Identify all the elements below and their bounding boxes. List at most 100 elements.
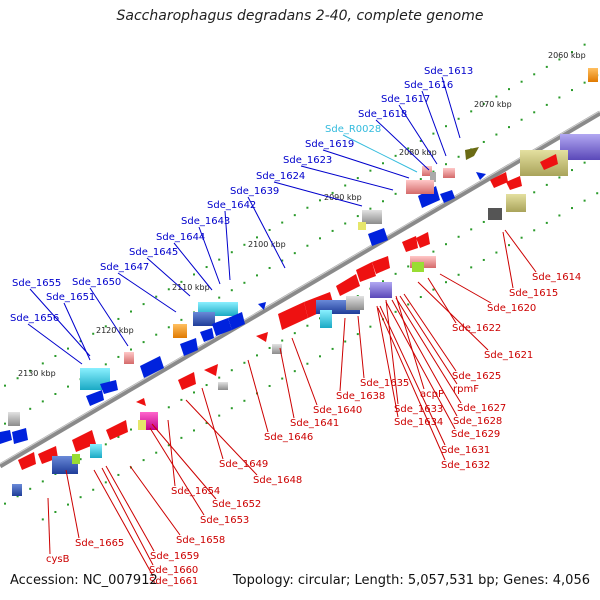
gene-arrow[interactable] bbox=[402, 236, 418, 252]
gene-label-sde_1617[interactable]: Sde_1617 bbox=[381, 94, 430, 105]
gene-arrow[interactable] bbox=[200, 328, 214, 342]
gene-label-sde_1647[interactable]: Sde_1647 bbox=[100, 262, 149, 273]
gene-arrow[interactable] bbox=[228, 312, 245, 330]
gene-feature[interactable] bbox=[8, 412, 20, 426]
gene-label-sde_1615[interactable]: Sde_1615 bbox=[509, 288, 558, 299]
gene-label-sde_1640[interactable]: Sde_1640 bbox=[313, 405, 362, 416]
gene-label-sde_1648[interactable]: Sde_1648 bbox=[253, 475, 302, 486]
gene-label-sde_1623[interactable]: Sde_1623 bbox=[283, 155, 332, 166]
gene-label-sde_1633[interactable]: Sde_1633 bbox=[394, 404, 443, 415]
gene-feature[interactable] bbox=[370, 282, 392, 298]
gene-feature[interactable] bbox=[12, 484, 22, 496]
gene-label-sde_1624[interactable]: Sde_1624 bbox=[256, 171, 305, 182]
gene-arrow[interactable] bbox=[86, 390, 104, 406]
gene-feature[interactable] bbox=[358, 222, 366, 230]
gene-arrow[interactable] bbox=[178, 372, 196, 390]
gene-arrow[interactable] bbox=[368, 228, 388, 246]
gene-label-sde_1629[interactable]: Sde_1629 bbox=[451, 429, 500, 440]
gene-label-sde_1616[interactable]: Sde_1616 bbox=[404, 80, 453, 91]
gene-label-sde_1639[interactable]: Sde_1639 bbox=[230, 186, 279, 197]
gene-feature[interactable] bbox=[443, 168, 455, 178]
gene-arrow[interactable] bbox=[416, 232, 430, 248]
gene-feature[interactable] bbox=[406, 180, 434, 194]
gene-feature[interactable] bbox=[218, 382, 228, 390]
gene-label-sde_1652[interactable]: Sde_1652 bbox=[212, 499, 261, 510]
gene-label-sde_1661[interactable]: Sde_1661 bbox=[149, 576, 198, 587]
gene-label-sde_1655[interactable]: Sde_1655 bbox=[12, 278, 61, 289]
gene-label-sde_1645[interactable]: Sde_1645 bbox=[129, 247, 178, 258]
gene-arrow[interactable] bbox=[106, 420, 128, 440]
gene-label-sde_1619[interactable]: Sde_1619 bbox=[305, 139, 354, 150]
gene-label-sde_1646[interactable]: Sde_1646 bbox=[264, 432, 313, 443]
gene-feature[interactable] bbox=[193, 312, 215, 326]
gene-label-sde_1656[interactable]: Sde_1656 bbox=[10, 313, 59, 324]
gene-label-sde_1638[interactable]: Sde_1638 bbox=[336, 391, 385, 402]
gene-feature[interactable] bbox=[430, 172, 436, 182]
gene-label-sde_1620[interactable]: Sde_1620 bbox=[487, 303, 536, 314]
gene-arrow[interactable] bbox=[372, 256, 390, 274]
gene-feature[interactable] bbox=[138, 420, 146, 430]
gene-label-sde_1642[interactable]: Sde_1642 bbox=[207, 200, 256, 211]
gene-arrow[interactable] bbox=[18, 452, 36, 470]
gene-arrow[interactable] bbox=[465, 147, 479, 160]
gene-feature[interactable] bbox=[346, 296, 364, 310]
gene-label-sde_1643[interactable]: Sde_1643 bbox=[181, 216, 230, 227]
gene-label-sde_1627[interactable]: Sde_1627 bbox=[457, 403, 506, 414]
gene-label-sde_1622[interactable]: Sde_1622 bbox=[452, 323, 501, 334]
gene-label-sde_1654[interactable]: Sde_1654 bbox=[171, 486, 220, 497]
gene-label-sde_1628[interactable]: Sde_1628 bbox=[453, 416, 502, 427]
gene-arrow[interactable] bbox=[490, 172, 508, 188]
gene-feature[interactable] bbox=[362, 210, 382, 224]
gene-label-sde_1649[interactable]: Sde_1649 bbox=[219, 459, 268, 470]
gene-arrow[interactable] bbox=[204, 364, 218, 376]
gene-arrow[interactable] bbox=[256, 332, 268, 342]
gene-label-sde_1614[interactable]: Sde_1614 bbox=[532, 272, 581, 283]
gene-label-sde_1641[interactable]: Sde_1641 bbox=[290, 418, 339, 429]
gene-arrow[interactable] bbox=[258, 302, 266, 310]
gene-arrow[interactable] bbox=[278, 302, 308, 330]
gene-label-sde_1644[interactable]: Sde_1644 bbox=[156, 232, 205, 243]
gene-label-sde_1634[interactable]: Sde_1634 bbox=[394, 417, 443, 428]
gene-arrow[interactable] bbox=[140, 356, 164, 378]
gene-feature[interactable] bbox=[412, 262, 424, 272]
gene-feature[interactable] bbox=[52, 456, 78, 474]
gene-label-sde_1621[interactable]: Sde_1621 bbox=[484, 350, 533, 361]
gene-feature[interactable] bbox=[422, 166, 432, 176]
gene-feature[interactable] bbox=[90, 444, 102, 458]
gene-feature[interactable] bbox=[320, 310, 332, 328]
gene-feature[interactable] bbox=[588, 68, 598, 82]
gene-arrow[interactable] bbox=[136, 398, 146, 406]
gene-feature[interactable] bbox=[272, 344, 282, 354]
gene-label-rpmf[interactable]: rpmF bbox=[453, 384, 479, 395]
gene-arrow[interactable] bbox=[180, 338, 198, 356]
gene-arrow[interactable] bbox=[72, 430, 96, 452]
gene-arrow[interactable] bbox=[356, 262, 376, 282]
gene-label-cysb[interactable]: cysB bbox=[46, 554, 70, 565]
gene-arrow[interactable] bbox=[100, 380, 118, 394]
gene-arrow[interactable] bbox=[212, 318, 232, 336]
gene-label-sde_1632[interactable]: Sde_1632 bbox=[441, 460, 490, 471]
gene-feature[interactable] bbox=[488, 208, 502, 220]
gene-arrow[interactable] bbox=[12, 428, 28, 444]
gene-feature[interactable] bbox=[506, 194, 526, 212]
gene-label-sde_1658[interactable]: Sde_1658 bbox=[176, 535, 225, 546]
gene-arrow[interactable] bbox=[540, 154, 558, 170]
gene-label-sde_1659[interactable]: Sde_1659 bbox=[150, 551, 199, 562]
gene-label-sde_r0028[interactable]: Sde_R0028 bbox=[325, 124, 381, 135]
gene-arrow[interactable] bbox=[506, 176, 522, 190]
gene-label-acpp[interactable]: acpP bbox=[420, 389, 444, 400]
gene-arrow[interactable] bbox=[0, 430, 12, 444]
gene-label-sde_1653[interactable]: Sde_1653 bbox=[200, 515, 249, 526]
gene-arrow[interactable] bbox=[440, 190, 455, 203]
gene-label-sde_1635[interactable]: Sde_1635 bbox=[360, 378, 409, 389]
gene-label-sde_1618[interactable]: Sde_1618 bbox=[358, 109, 407, 120]
gene-arrow[interactable] bbox=[418, 186, 440, 208]
gene-arrow[interactable] bbox=[476, 172, 486, 180]
gene-feature[interactable] bbox=[72, 454, 80, 464]
gene-label-sde_1625[interactable]: Sde_1625 bbox=[452, 371, 501, 382]
gene-feature[interactable] bbox=[124, 352, 134, 364]
gene-feature[interactable] bbox=[173, 324, 187, 338]
gene-label-sde_1650[interactable]: Sde_1650 bbox=[72, 277, 121, 288]
gene-arrow[interactable] bbox=[336, 274, 360, 296]
gene-label-sde_1665[interactable]: Sde_1665 bbox=[75, 538, 124, 549]
